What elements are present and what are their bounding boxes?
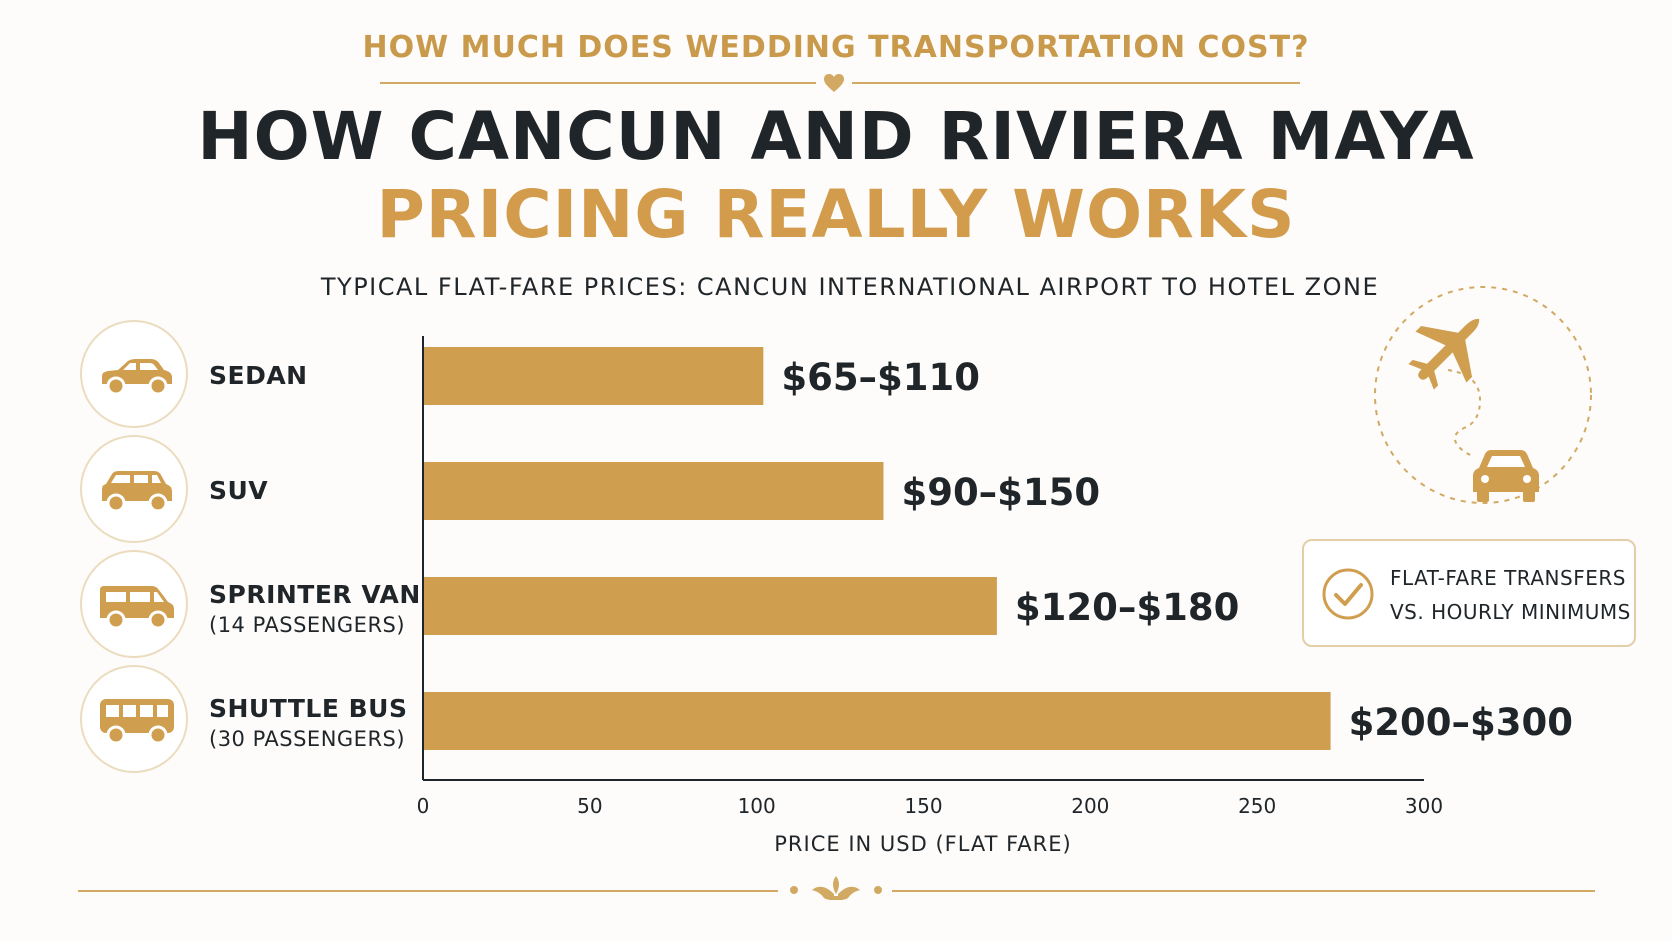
callout-line2: VS. HOURLY MINIMUMS	[1390, 600, 1631, 624]
sedan-icon	[102, 359, 172, 396]
category-label-sprinter-van: SPRINTER VAN	[209, 580, 421, 609]
category-label-sedan: SEDAN	[209, 361, 308, 390]
x-tick-label-100: 100	[738, 794, 776, 818]
x-tick-label-0: 0	[417, 794, 430, 818]
callout-text: FLAT-FARE TRANSFERS VS. HOURLY MINIMUMS	[1390, 561, 1631, 629]
divider-left	[380, 82, 816, 84]
car-icon	[1473, 450, 1539, 502]
bar-shuttle-bus	[424, 692, 1331, 750]
data-label-sprinter-van: $120–$180	[1015, 586, 1239, 629]
divider-right	[852, 82, 1300, 84]
flat-fare-callout: FLAT-FARE TRANSFERS VS. HOURLY MINIMUMS	[1302, 539, 1636, 647]
route-circle	[1374, 286, 1592, 504]
x-tick-label-200: 200	[1071, 794, 1109, 818]
airplane-icon	[1408, 318, 1480, 390]
bus-icon-badge	[80, 665, 188, 773]
callout-line1: FLAT-FARE TRANSFERS	[1390, 566, 1626, 590]
x-tick-label-50: 50	[577, 794, 602, 818]
category-sublabel-shuttle-bus: (30 PASSENGERS)	[209, 727, 406, 751]
page-title-line1: HOW CANCUN AND RIVIERA MAYA	[197, 98, 1475, 175]
page-title-line2: PRICING REALLY WORKS	[376, 176, 1296, 253]
route-decoration	[1374, 286, 1592, 504]
bar-suv	[424, 462, 884, 520]
footer-divider-right	[892, 890, 1595, 892]
x-tick-label-150: 150	[904, 794, 942, 818]
check-circle-icon	[1322, 568, 1374, 620]
chart-subtitle: TYPICAL FLAT-FARE PRICES: CANCUN INTERNA…	[320, 273, 1380, 301]
fleur-de-lis-icon	[790, 876, 882, 900]
van-icon	[100, 586, 174, 630]
heart-icon	[824, 74, 844, 92]
bar-sedan	[424, 347, 764, 405]
data-label-sedan: $65–$110	[781, 356, 980, 399]
route-path	[1447, 369, 1482, 457]
van-icon-badge	[80, 550, 188, 658]
x-tick-label-300: 300	[1405, 794, 1443, 818]
bar-sprinter-van	[424, 577, 997, 635]
category-sublabel-sprinter-van: (14 PASSENGERS)	[209, 613, 406, 637]
x-tick-label-250: 250	[1238, 794, 1276, 818]
category-label-suv: SUV	[209, 476, 269, 505]
footer-divider-left	[78, 890, 778, 892]
suv-icon-badge	[80, 435, 188, 543]
data-label-suv: $90–$150	[901, 471, 1100, 514]
category-label-shuttle-bus: SHUTTLE BUS	[209, 694, 408, 723]
x-axis-label: PRICE IN USD (FLAT FARE)	[774, 832, 1071, 856]
sedan-icon-badge	[80, 320, 188, 428]
data-label-shuttle-bus: $200–$300	[1349, 701, 1573, 744]
bus-icon	[100, 699, 174, 745]
kicker-heading: HOW MUCH DOES WEDDING TRANSPORTATION COS…	[362, 30, 1310, 65]
suv-icon	[102, 471, 172, 513]
